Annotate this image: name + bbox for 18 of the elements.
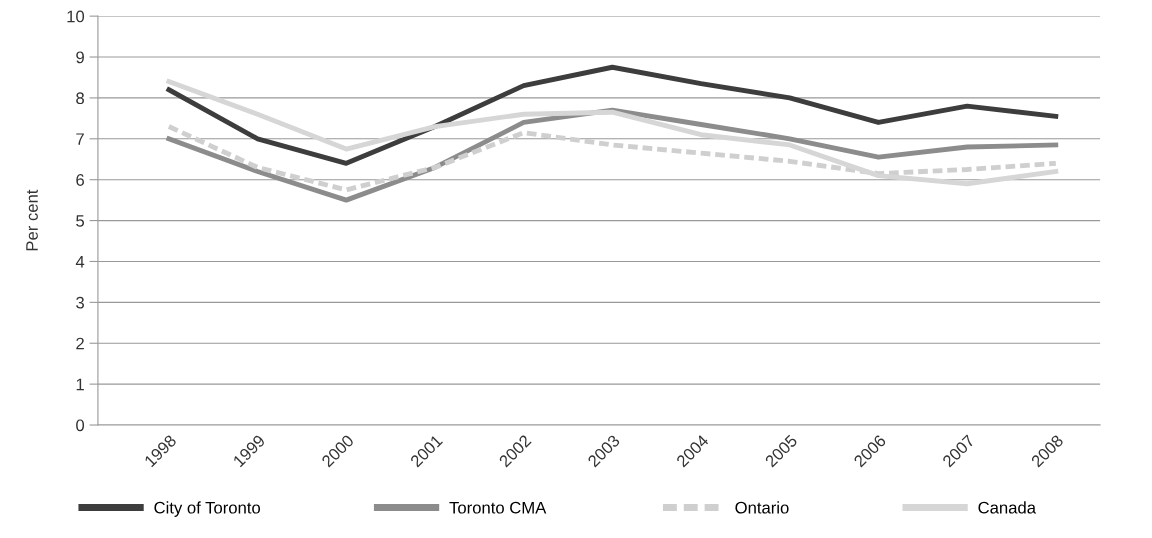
y-tick-label: 8 (76, 92, 84, 105)
legend-label: City of Toronto (154, 501, 261, 517)
y-tick-label: 10 (67, 10, 85, 23)
y-tick-label: 2 (76, 337, 84, 350)
y-tick-label: 6 (76, 174, 84, 186)
line-series (166, 107, 1059, 203)
y-tick-label: 5 (76, 215, 85, 227)
legend-label: Ontario (735, 501, 789, 514)
y-tick-label: 1 (76, 378, 84, 391)
y-axis-title: Per cent (26, 189, 38, 251)
y-tick-label: 9 (76, 51, 84, 64)
y-tick-label: 0 (76, 419, 85, 432)
legend-label: Toronto CMA (449, 501, 547, 514)
line-series (166, 64, 1059, 166)
y-tick-label: 3 (76, 296, 84, 309)
y-tick-label: 4 (75, 256, 85, 268)
y-tick-label: 7 (76, 133, 84, 145)
legend-label: Canada (978, 501, 1036, 514)
